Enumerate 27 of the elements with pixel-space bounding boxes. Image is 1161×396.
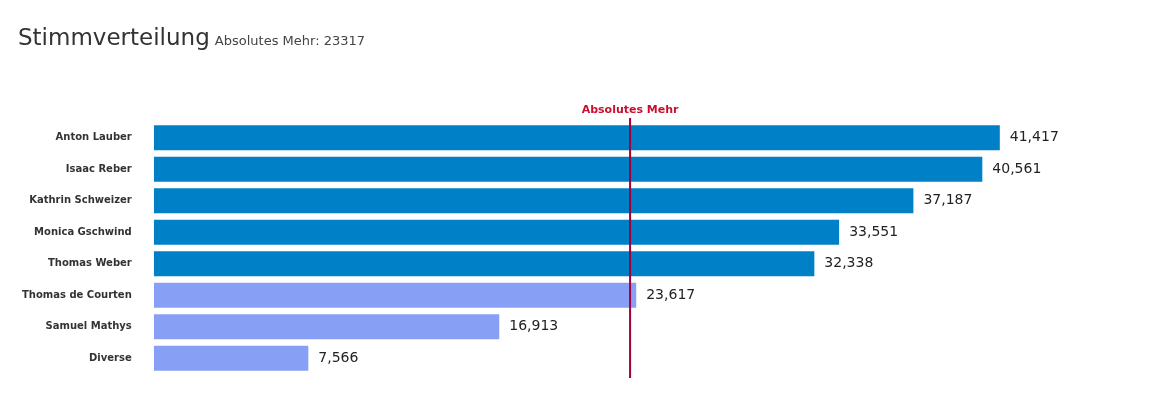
data-label: 37,187	[923, 191, 973, 208]
bar	[153, 282, 637, 308]
data-label: 32,338	[824, 254, 874, 271]
ref-line-label: Absolutes Mehr	[581, 103, 680, 117]
y-tick-label: Thomas Weber	[48, 257, 132, 269]
data-label: 7,566	[318, 348, 359, 365]
data-label: 33,551	[849, 222, 899, 239]
y-tick-label: Thomas de Courten	[21, 288, 132, 300]
data-label: 16,913	[509, 317, 559, 334]
bar	[153, 188, 914, 214]
bar	[153, 345, 309, 371]
bar	[153, 156, 983, 182]
bar	[153, 125, 1000, 151]
y-tick-label: Isaac Reber	[65, 162, 132, 174]
y-tick-label: Diverse	[89, 351, 132, 363]
y-tick-label: Anton Lauber	[55, 131, 132, 143]
data-label: 40,561	[992, 159, 1042, 176]
bar	[153, 251, 815, 277]
y-tick-label: Monica Gschwind	[34, 225, 132, 237]
data-label: 23,617	[646, 285, 696, 302]
bar	[153, 314, 500, 340]
chart-subtitle: Absolutes Mehr: 23317	[214, 33, 366, 48]
chart-title: Stimmverteilung	[18, 24, 210, 50]
y-tick-label: Kathrin Schweizer	[29, 194, 132, 206]
y-tick-label: Samuel Mathys	[45, 320, 132, 332]
data-label: 41,417	[1009, 128, 1059, 145]
bar	[153, 219, 840, 245]
